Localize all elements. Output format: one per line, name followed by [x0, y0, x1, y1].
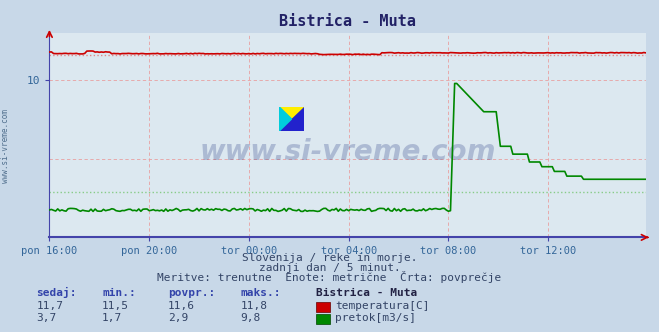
Text: 11,6: 11,6 — [168, 301, 195, 311]
Text: Meritve: trenutne  Enote: metrične  Črta: povprečje: Meritve: trenutne Enote: metrične Črta: … — [158, 271, 501, 283]
Text: www.si-vreme.com: www.si-vreme.com — [1, 109, 10, 183]
Text: maks.:: maks.: — [241, 288, 281, 298]
Text: 11,7: 11,7 — [36, 301, 63, 311]
Text: 11,8: 11,8 — [241, 301, 268, 311]
Text: Slovenija / reke in morje.: Slovenija / reke in morje. — [242, 253, 417, 263]
Text: 3,7: 3,7 — [36, 313, 57, 323]
Text: Bistrica - Muta: Bistrica - Muta — [316, 288, 418, 298]
Text: min.:: min.: — [102, 288, 136, 298]
Text: 11,5: 11,5 — [102, 301, 129, 311]
Text: povpr.:: povpr.: — [168, 288, 215, 298]
Text: sedaj:: sedaj: — [36, 287, 76, 298]
Text: pretok[m3/s]: pretok[m3/s] — [335, 313, 416, 323]
Title: Bistrica - Muta: Bistrica - Muta — [279, 14, 416, 29]
Text: 2,9: 2,9 — [168, 313, 188, 323]
Text: zadnji dan / 5 minut.: zadnji dan / 5 minut. — [258, 263, 401, 273]
Text: 1,7: 1,7 — [102, 313, 123, 323]
Text: 9,8: 9,8 — [241, 313, 261, 323]
Text: www.si-vreme.com: www.si-vreme.com — [200, 138, 496, 166]
Text: temperatura[C]: temperatura[C] — [335, 301, 429, 311]
